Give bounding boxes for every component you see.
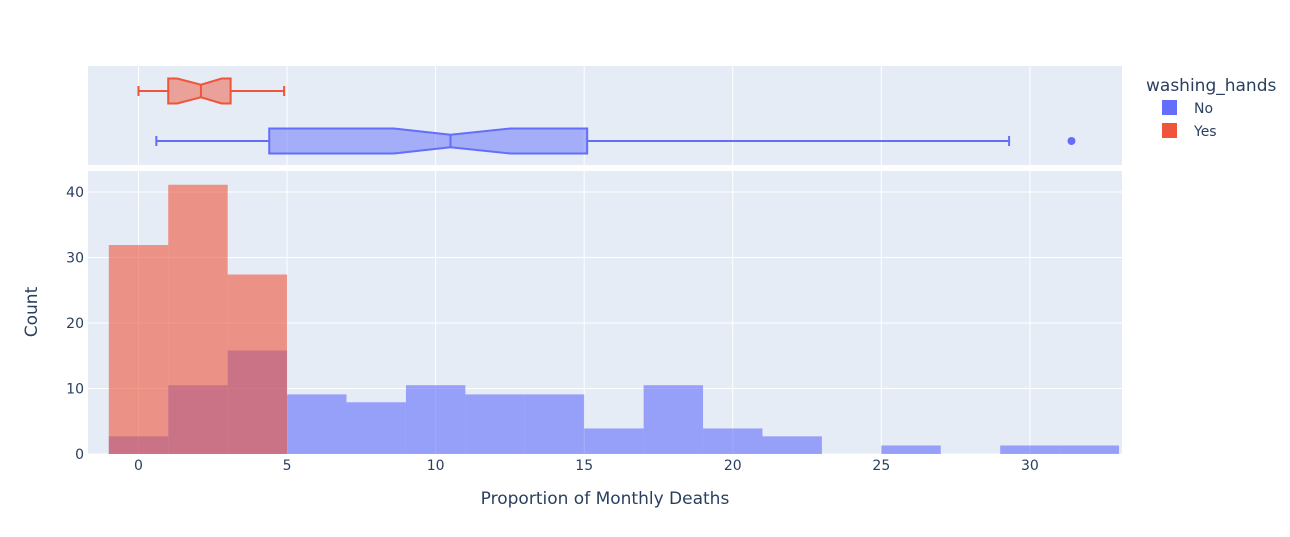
y-tick-label: 40 (66, 185, 84, 201)
y-tick-label: 30 (66, 250, 84, 266)
x-tick-label: 10 (427, 458, 445, 474)
legend-swatch (1162, 123, 1177, 138)
x-tick-label: 30 (1021, 458, 1039, 474)
histogram-bar-no (346, 402, 406, 454)
histogram-bar-no (524, 394, 585, 454)
x-axis-title: Proportion of Monthly Deaths (481, 489, 730, 509)
histogram-bar-no (287, 394, 347, 454)
legend-item-no[interactable]: No (1162, 100, 1213, 117)
box-plots (137, 77, 1076, 155)
legend-title: washing_hands (1146, 76, 1276, 96)
histogram-bar-no (643, 385, 704, 454)
histogram-bar-no (584, 428, 644, 454)
box-plot-panel (88, 66, 1122, 165)
x-tick-label: 25 (872, 458, 890, 474)
histogram-bars (108, 184, 1120, 454)
legend-swatch (1162, 100, 1177, 115)
x-tick-label: 5 (283, 458, 292, 474)
x-tick-label: 0 (134, 458, 143, 474)
histogram-bar-no (881, 445, 941, 454)
histogram-bar-no (762, 436, 822, 454)
y-tick-label: 10 (66, 381, 84, 397)
histogram-bar-no (1000, 445, 1060, 454)
histogram-bar-yes (108, 245, 169, 454)
histogram-bar-no (1059, 445, 1120, 454)
legend-label: Yes (1193, 124, 1217, 140)
box-plot-no (155, 127, 1076, 155)
axis-ticks: 0 5 10 15 20 25 30 0 10 20 30 40 (66, 185, 1039, 474)
histogram-bar-no (703, 428, 763, 454)
box-body (268, 127, 589, 155)
legend-label: No (1194, 101, 1213, 117)
histogram-bar-yes (227, 274, 288, 454)
y-axis-title: Count (22, 286, 42, 337)
histogram-bar-yes (168, 184, 228, 454)
y-tick-label: 0 (75, 447, 84, 463)
x-tick-label: 15 (575, 458, 593, 474)
box-body (167, 77, 232, 105)
box-outlier-point (1067, 137, 1076, 145)
legend[interactable]: washing_hands No Yes (1146, 76, 1276, 140)
box-plot-yes (137, 77, 286, 105)
legend-item-yes[interactable]: Yes (1162, 123, 1217, 140)
x-tick-label: 20 (724, 458, 742, 474)
histogram-bar-no (465, 394, 525, 454)
y-tick-label: 20 (66, 316, 84, 332)
histogram-bar-no (405, 385, 466, 454)
